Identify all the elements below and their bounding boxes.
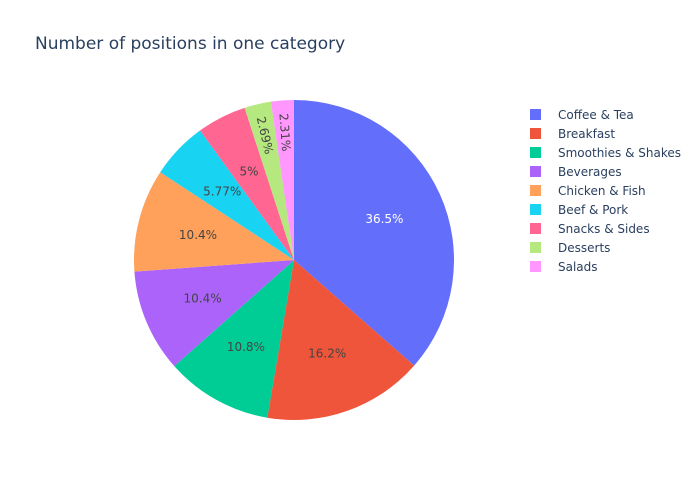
legend-label: Breakfast: [558, 126, 616, 141]
pie-slice-smoothies-and-shakes[interactable]: [174, 260, 294, 418]
legend-swatch: [530, 261, 541, 272]
legend-label: Salads: [558, 259, 598, 274]
pie-slice-beverages[interactable]: [134, 260, 294, 367]
pie-slice-snacks-and-sides[interactable]: [200, 107, 294, 260]
legend-label: Beverages: [558, 164, 622, 179]
pie-slice-chicken-and-fish[interactable]: [134, 172, 294, 272]
legend-item-coffee-and-tea[interactable]: Coffee & Tea: [530, 105, 695, 124]
legend-swatch: [530, 242, 541, 253]
pie-slice-coffee-and-tea[interactable]: [294, 100, 455, 366]
legend-swatch: [530, 204, 541, 215]
slice-label-smoothies-and-shakes: 10.8%: [227, 340, 265, 354]
legend-label: Coffee & Tea: [558, 107, 634, 122]
legend-item-beef-and-pork[interactable]: Beef & Pork: [530, 200, 695, 219]
legend-label: Snacks & Sides: [558, 221, 650, 236]
legend-item-snacks-and-sides[interactable]: Snacks & Sides: [530, 219, 695, 238]
legend: Coffee & Tea Breakfast Smoothies & Shakes B…: [530, 105, 695, 276]
slice-label-beef-and-pork: 5.77%: [203, 185, 241, 199]
legend-item-desserts[interactable]: Desserts: [530, 238, 695, 257]
slice-label-beverages: 10.4%: [184, 292, 222, 306]
legend-item-chicken-and-fish[interactable]: Chicken & Fish: [530, 181, 695, 200]
legend-item-beverages[interactable]: Beverages: [530, 162, 695, 181]
legend-item-breakfast[interactable]: Breakfast: [530, 124, 695, 143]
slice-label-snacks-and-sides: 5%: [239, 165, 258, 179]
legend-swatch: [530, 128, 541, 139]
legend-label: Desserts: [558, 240, 611, 255]
legend-swatch: [530, 185, 541, 196]
slice-label-salads: 2.31%: [276, 113, 293, 152]
pie-slice-salads[interactable]: [270, 100, 294, 260]
pie-slice-breakfast[interactable]: [267, 260, 415, 421]
slice-label-coffee-and-tea: 36.5%: [365, 212, 403, 226]
legend-label: Chicken & Fish: [558, 183, 646, 198]
legend-label: Smoothies & Shakes: [558, 145, 681, 160]
pie-slice-desserts[interactable]: [244, 101, 294, 261]
chart-title: Number of positions in one category: [35, 34, 346, 54]
legend-swatch: [530, 109, 541, 120]
legend-swatch: [530, 223, 541, 234]
slice-label-breakfast: 16.2%: [308, 346, 346, 360]
pie-slice-beef-and-pork[interactable]: [160, 130, 294, 260]
legend-swatch: [530, 166, 541, 177]
legend-item-salads[interactable]: Salads: [530, 257, 695, 276]
slice-label-chicken-and-fish: 10.4%: [179, 228, 217, 242]
legend-swatch: [530, 147, 541, 158]
legend-item-smoothies-and-shakes[interactable]: Smoothies & Shakes: [530, 143, 695, 162]
pie-slice-labels: 36.5%16.2%10.8%10.4%10.4%5.77%5%2.69% 2.3…: [179, 113, 404, 361]
pie-slices: [134, 100, 455, 421]
legend-label: Beef & Pork: [558, 202, 629, 217]
